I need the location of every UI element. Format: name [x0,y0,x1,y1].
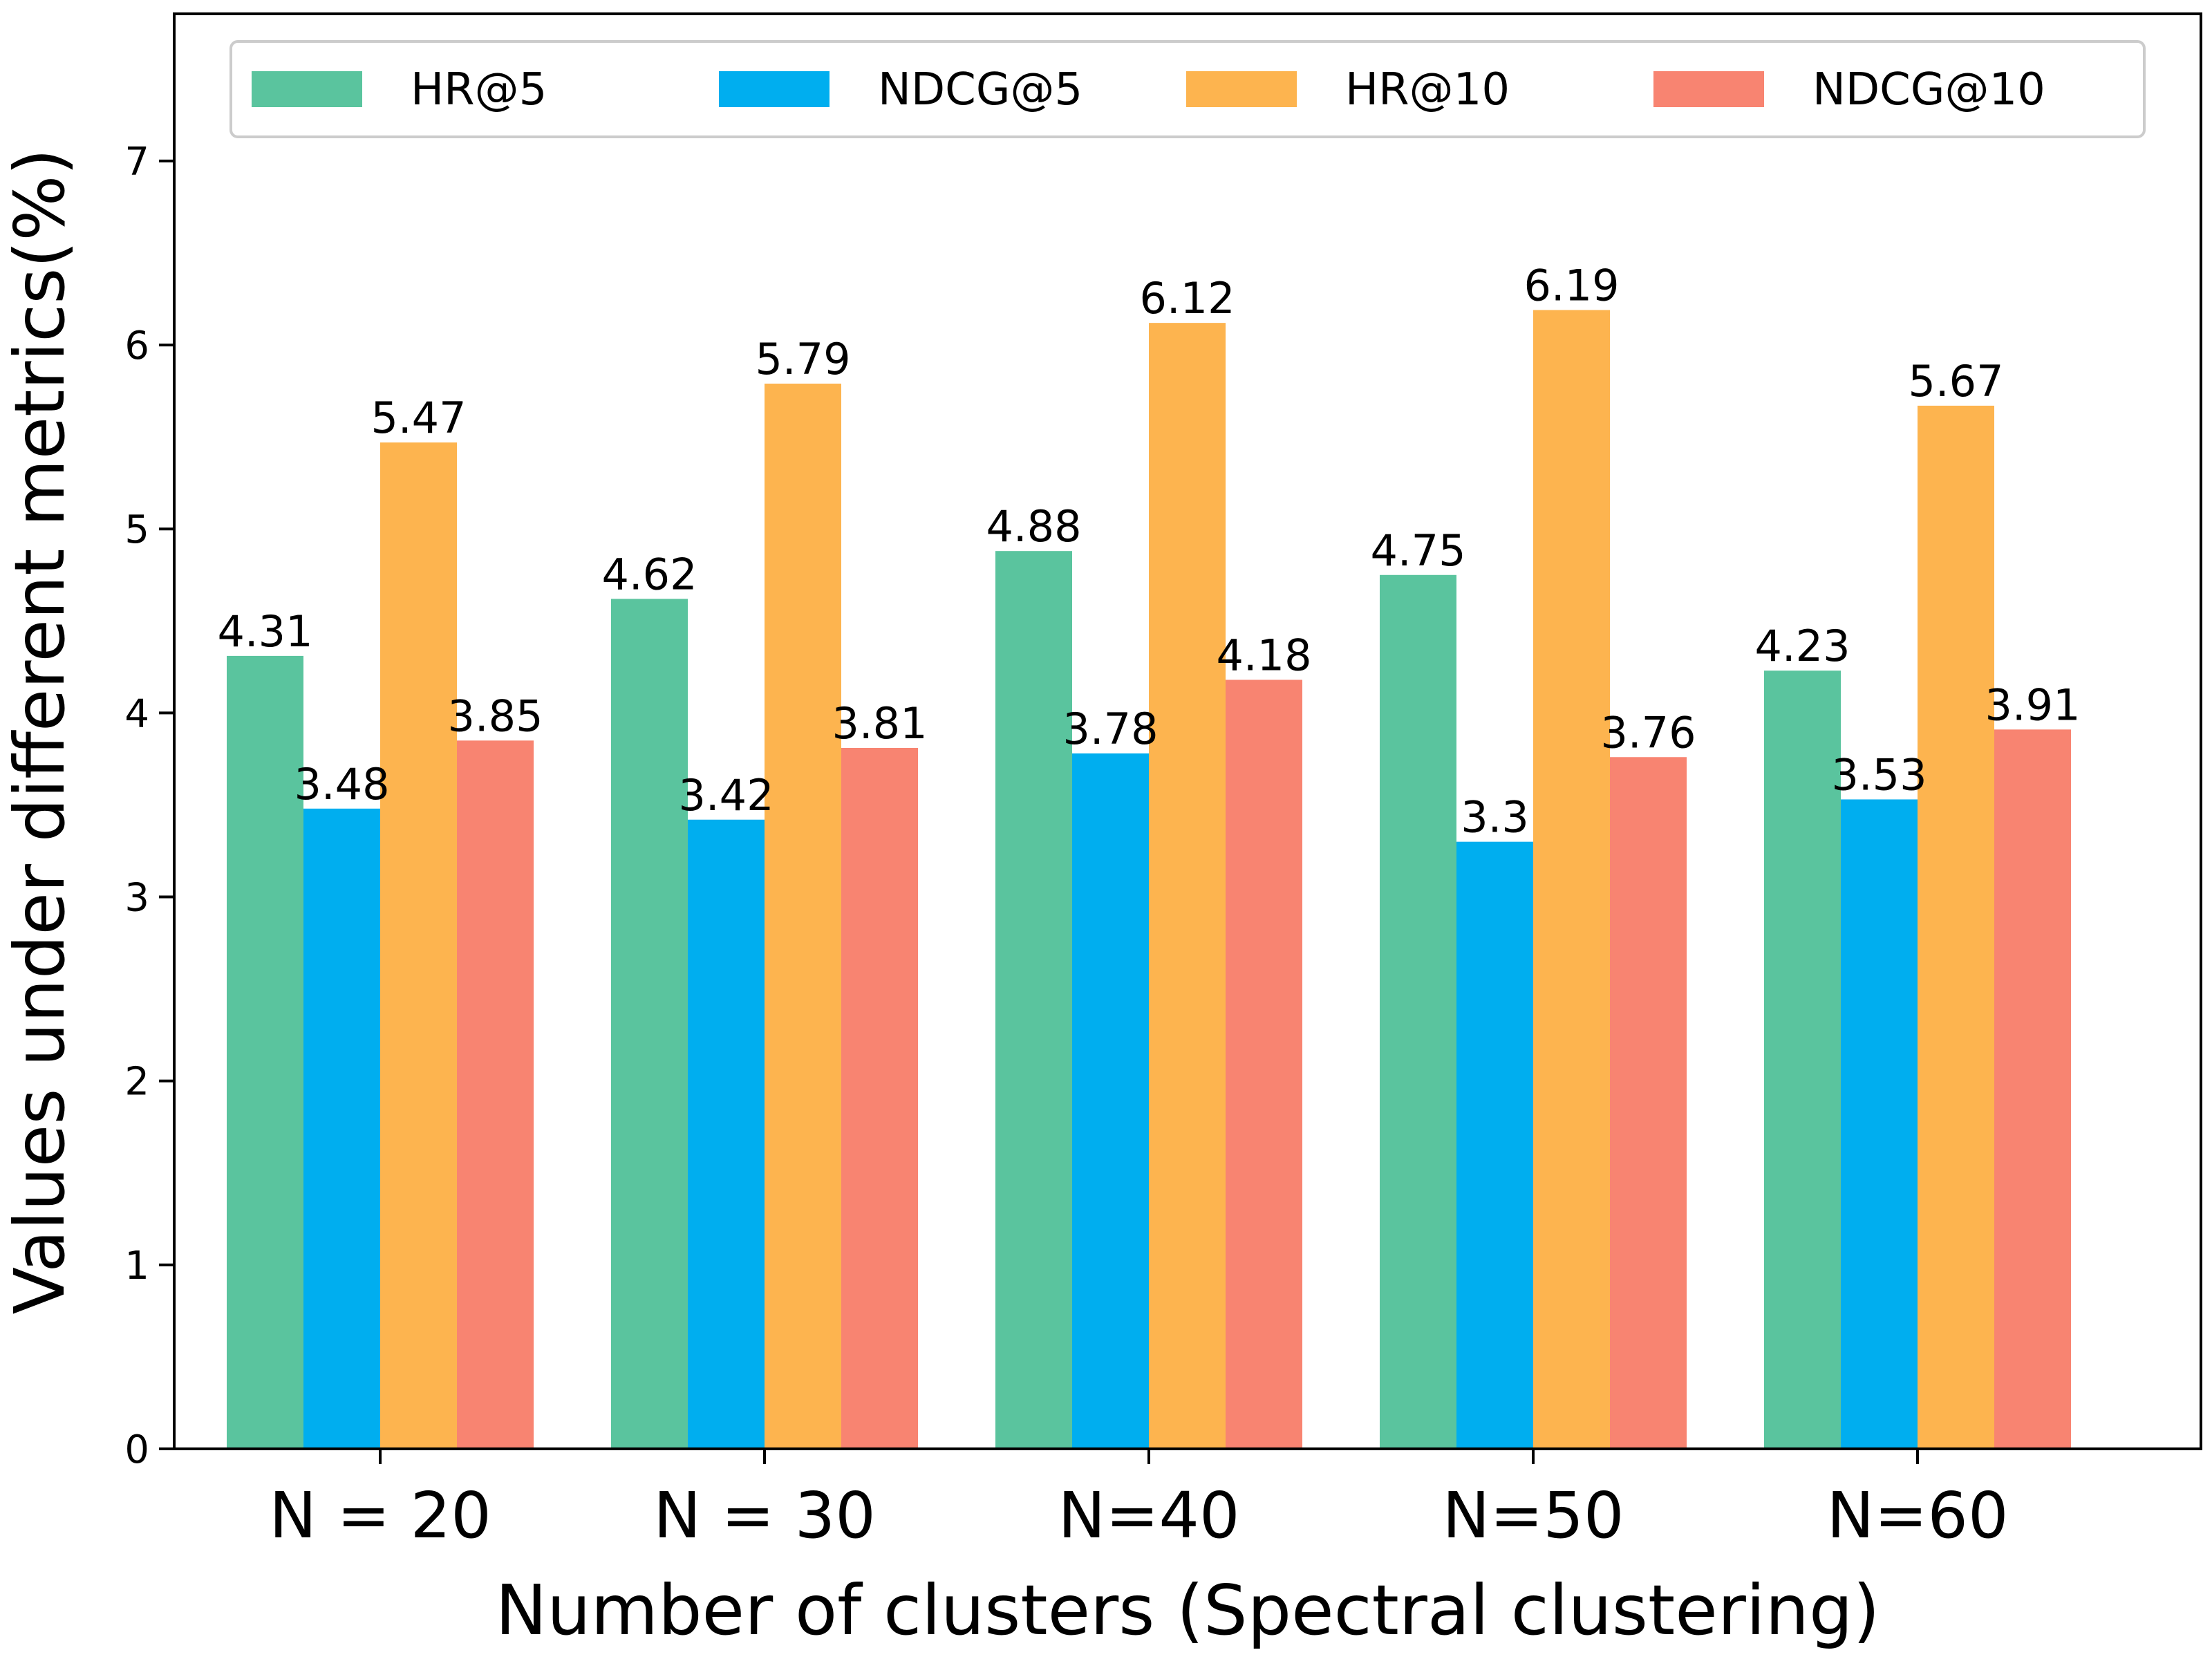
data-label: 5.47 [371,393,466,443]
plot-frame [173,12,2202,1450]
data-label: 4.23 [1754,621,1850,671]
data-label: 3.76 [1600,707,1696,758]
x-tick-label: N = 30 [653,1479,875,1553]
bar-hr-at-5 [1380,574,1456,1449]
y-tick-label: 4 [124,691,149,736]
bar-ndcg-at-5 [303,808,380,1449]
y-axis: 0 1 2 3 4 5 6 7 [124,140,174,1472]
bar-hr-at-10 [380,442,457,1450]
data-label: 6.19 [1524,261,1619,311]
bar-hr-at-5 [1764,671,1841,1450]
data-label: 5.67 [1908,356,2003,406]
data-label: 3.3 [1461,792,1529,843]
data-label: 6.12 [1139,273,1235,324]
y-axis-title: Values under different metrics(%) [0,149,80,1315]
bar-hr-at-10 [1533,310,1610,1449]
y-tick-label: 7 [124,140,149,185]
data-label: 4.75 [1370,525,1465,576]
y-tick-label: 6 [124,324,149,368]
legend-label: HR@10 [1345,64,1510,115]
y-tick-label: 2 [124,1060,149,1105]
bar-ndcg-at-10 [841,747,918,1449]
y-tick-label: 0 [124,1427,149,1472]
bar-hr-at-10 [765,383,841,1449]
bar-hr-at-5 [995,551,1072,1450]
data-label: 3.81 [832,698,927,749]
legend-swatch [719,71,830,107]
bar-ndcg-at-10 [457,740,534,1449]
data-label: 3.91 [1985,679,2080,730]
bar-ndcg-at-10 [1610,757,1687,1449]
bars-group [227,310,2071,1450]
x-axis-title: Number of clusters (Spectral clustering) [495,1570,1880,1651]
bar-ndcg-at-5 [1456,841,1533,1449]
bar-ndcg-at-10 [1226,679,1302,1449]
bar-hr-at-5 [611,599,688,1450]
x-tick-label: N=60 [1827,1479,2009,1553]
x-axis: N = 20 N = 30 N=40 N=50 N=60 [269,1449,2008,1553]
legend-label: NDCG@10 [1812,64,2045,115]
legend-swatch [252,71,362,107]
bar-ndcg-at-5 [1072,753,1149,1449]
legend-label: NDCG@5 [878,64,1082,115]
data-label: 4.62 [601,549,697,599]
bar-ndcg-at-5 [1841,799,1918,1449]
y-tick-label: 3 [124,876,149,921]
data-label: 5.79 [755,334,850,384]
data-label: 3.53 [1831,749,1927,800]
data-label: 4.18 [1216,630,1311,680]
bar-hr-at-5 [227,655,303,1449]
bar-ndcg-at-10 [1994,729,2071,1449]
legend-label: HR@5 [411,64,547,115]
data-label: 3.78 [1062,704,1158,754]
legend-swatch [1186,71,1297,107]
data-label: 3.48 [294,759,389,809]
y-tick-label: 1 [124,1244,149,1288]
legend-swatch [1653,71,1764,107]
data-label: 3.85 [447,691,543,741]
bar-hr-at-10 [1918,405,1994,1449]
x-tick-label: N = 20 [269,1479,491,1553]
bar-hr-at-10 [1149,323,1226,1450]
y-tick-label: 5 [124,507,149,552]
x-tick-label: N=50 [1443,1479,1624,1553]
data-label: 3.42 [678,770,774,821]
data-label: 4.31 [217,606,312,657]
data-label: 4.88 [986,501,1081,552]
legend: HR@5 NDCG@5 HR@10 NDCG@10 [229,40,2146,138]
bar-ndcg-at-5 [688,819,765,1449]
x-tick-label: N=40 [1058,1479,1240,1553]
data-labels: 4.31 3.48 5.47 3.85 4.62 3.42 5.79 3.81 4.88 3.78… [217,261,2080,843]
